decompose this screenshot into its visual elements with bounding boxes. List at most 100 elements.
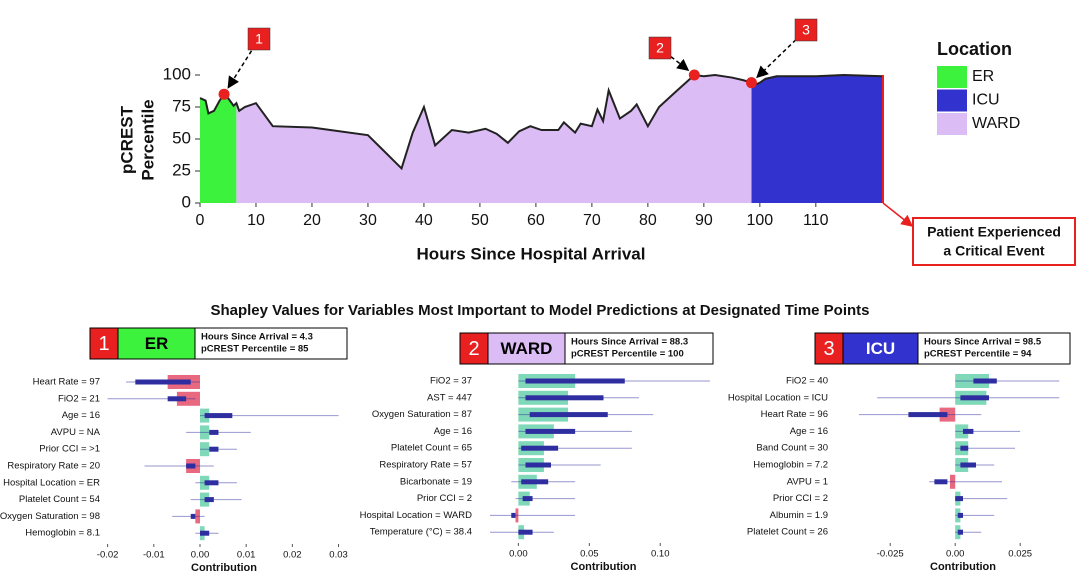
variable-label: FiO2 = 37 xyxy=(430,376,472,387)
legend-label: WARD xyxy=(972,115,1020,132)
annotation-text: Patient Experienced xyxy=(927,224,1061,240)
panel-badge xyxy=(89,327,119,360)
panel-info-box xyxy=(564,332,714,365)
legend-label: ER xyxy=(972,68,994,85)
shap-iqr xyxy=(204,413,233,419)
legend-swatch xyxy=(937,66,967,88)
time-marker xyxy=(745,77,757,89)
variable-label: Temperature (°C) = 38.4 xyxy=(370,527,472,538)
region-area xyxy=(751,75,883,203)
panel-location xyxy=(487,332,566,365)
x-tick-label: 70 xyxy=(583,212,601,229)
x-tick-label: 80 xyxy=(639,212,657,229)
shap-iqr xyxy=(522,496,533,502)
x-tick-label: 90 xyxy=(695,212,713,229)
x-tick-label: 60 xyxy=(527,212,545,229)
variable-label: Age = 16 xyxy=(434,426,472,437)
x-tick-label: -0.01 xyxy=(143,550,165,561)
annotation-text: a Critical Event xyxy=(943,243,1044,259)
panel-badge-label: 2 xyxy=(468,338,479,360)
x-tick-label: 0.00 xyxy=(946,549,965,560)
shap-iqr xyxy=(167,396,187,402)
x-tick-label: -0.02 xyxy=(97,550,119,561)
variable-label: Hemoglobin = 8.1 xyxy=(25,528,100,539)
panel-info-box xyxy=(917,332,1071,365)
shap-iqr xyxy=(529,412,608,418)
shap-iqr xyxy=(209,446,219,452)
shap-iqr xyxy=(518,529,533,535)
shap-iqr xyxy=(960,445,969,451)
percentile-line xyxy=(199,73,884,171)
panel-info: Hours Since Arrival = 98.5 xyxy=(924,337,1042,348)
variable-label: Age = 16 xyxy=(62,410,100,421)
marker-badge-label: 1 xyxy=(255,31,263,47)
legend-swatch xyxy=(937,113,967,135)
variable-label: Hemoglobin = 7.2 xyxy=(753,460,828,471)
marker-badge xyxy=(648,36,672,60)
legend-swatch xyxy=(937,89,967,112)
time-marker xyxy=(688,69,700,81)
shap-iqr xyxy=(960,395,989,401)
panel-badge-label: 1 xyxy=(98,333,109,355)
variable-label: AVPU = NA xyxy=(51,427,101,438)
section-title: Shapley Values for Variables Most Import… xyxy=(210,302,869,319)
variable-label: Age = 16 xyxy=(790,426,828,437)
shap-iqr xyxy=(511,512,516,518)
x-axis-label: Contribution xyxy=(571,561,637,573)
variable-label: Respiratory Rate = 57 xyxy=(379,460,472,471)
x-tick-label: -0.025 xyxy=(877,549,904,560)
variable-label: Albumin = 1.9 xyxy=(770,510,828,521)
shap-iqr xyxy=(525,428,576,434)
x-tick-label: 10 xyxy=(247,212,265,229)
panel-badge xyxy=(814,332,844,365)
marker-badge xyxy=(794,18,818,42)
annotation-box xyxy=(912,217,1076,266)
variable-label: AVPU = 1 xyxy=(787,476,828,487)
panel-info: Hours Since Arrival = 88.3 xyxy=(571,337,688,348)
marker-badge-label: 3 xyxy=(802,22,810,38)
variable-label: Respiratory Rate = 20 xyxy=(7,461,100,472)
panel-location-label: WARD xyxy=(501,339,553,358)
variable-label: AST = 447 xyxy=(427,392,472,403)
variable-label: Prior CCI = 2 xyxy=(773,493,828,504)
legend-label: ICU xyxy=(972,92,1000,109)
shap-iqr xyxy=(525,395,604,401)
panel-info: Hours Since Arrival = 4.3 xyxy=(201,332,313,343)
marker-badge xyxy=(247,27,271,51)
x-tick-label: 0.05 xyxy=(580,549,599,560)
x-tick-label: 0.025 xyxy=(1008,549,1032,560)
variable-label: Heart Rate = 97 xyxy=(33,377,100,388)
panel-info: pCREST Percentile = 100 xyxy=(571,349,684,360)
x-tick-label: 50 xyxy=(471,212,489,229)
x-tick-label: 20 xyxy=(303,212,321,229)
shap-iqr xyxy=(973,378,997,384)
shap-iqr xyxy=(963,428,974,434)
x-tick-label: 0.00 xyxy=(191,550,210,561)
y-axis-label: Percentile xyxy=(138,99,157,180)
shap-iqr xyxy=(199,530,210,536)
variable-label: Heart Rate = 96 xyxy=(761,409,828,420)
variable-label: Prior CCI = 2 xyxy=(417,493,472,504)
shap-iqr xyxy=(204,497,214,503)
x-tick-label: 0.00 xyxy=(509,549,528,560)
variable-label: Bicarbonate = 19 xyxy=(400,476,472,487)
panel-info: pCREST Percentile = 94 xyxy=(924,349,1032,360)
variable-label: FiO2 = 21 xyxy=(58,393,100,404)
panel-location-label: ER xyxy=(145,334,169,353)
panel-badge-label: 3 xyxy=(823,338,834,360)
panel-info: pCREST Percentile = 85 xyxy=(201,344,309,355)
variable-label: Hospital Location = ICU xyxy=(728,392,828,403)
panel-info-box xyxy=(194,327,348,360)
variable-label: Platelet Count = 65 xyxy=(391,443,472,454)
variable-label: Platelet Count = 26 xyxy=(747,527,828,538)
marker-badge-label: 2 xyxy=(656,40,664,56)
variable-label: FiO2 = 40 xyxy=(786,376,828,387)
shap-iqr xyxy=(135,379,191,385)
y-tick-label: 0 xyxy=(182,192,191,211)
marker-arrow xyxy=(756,39,797,79)
variable-label: Oxygen Saturation = 87 xyxy=(372,409,472,420)
shap-iqr xyxy=(521,445,559,451)
y-tick-label: 50 xyxy=(172,128,191,147)
shap-iqr xyxy=(960,462,976,468)
panel-location-label: ICU xyxy=(866,339,895,358)
